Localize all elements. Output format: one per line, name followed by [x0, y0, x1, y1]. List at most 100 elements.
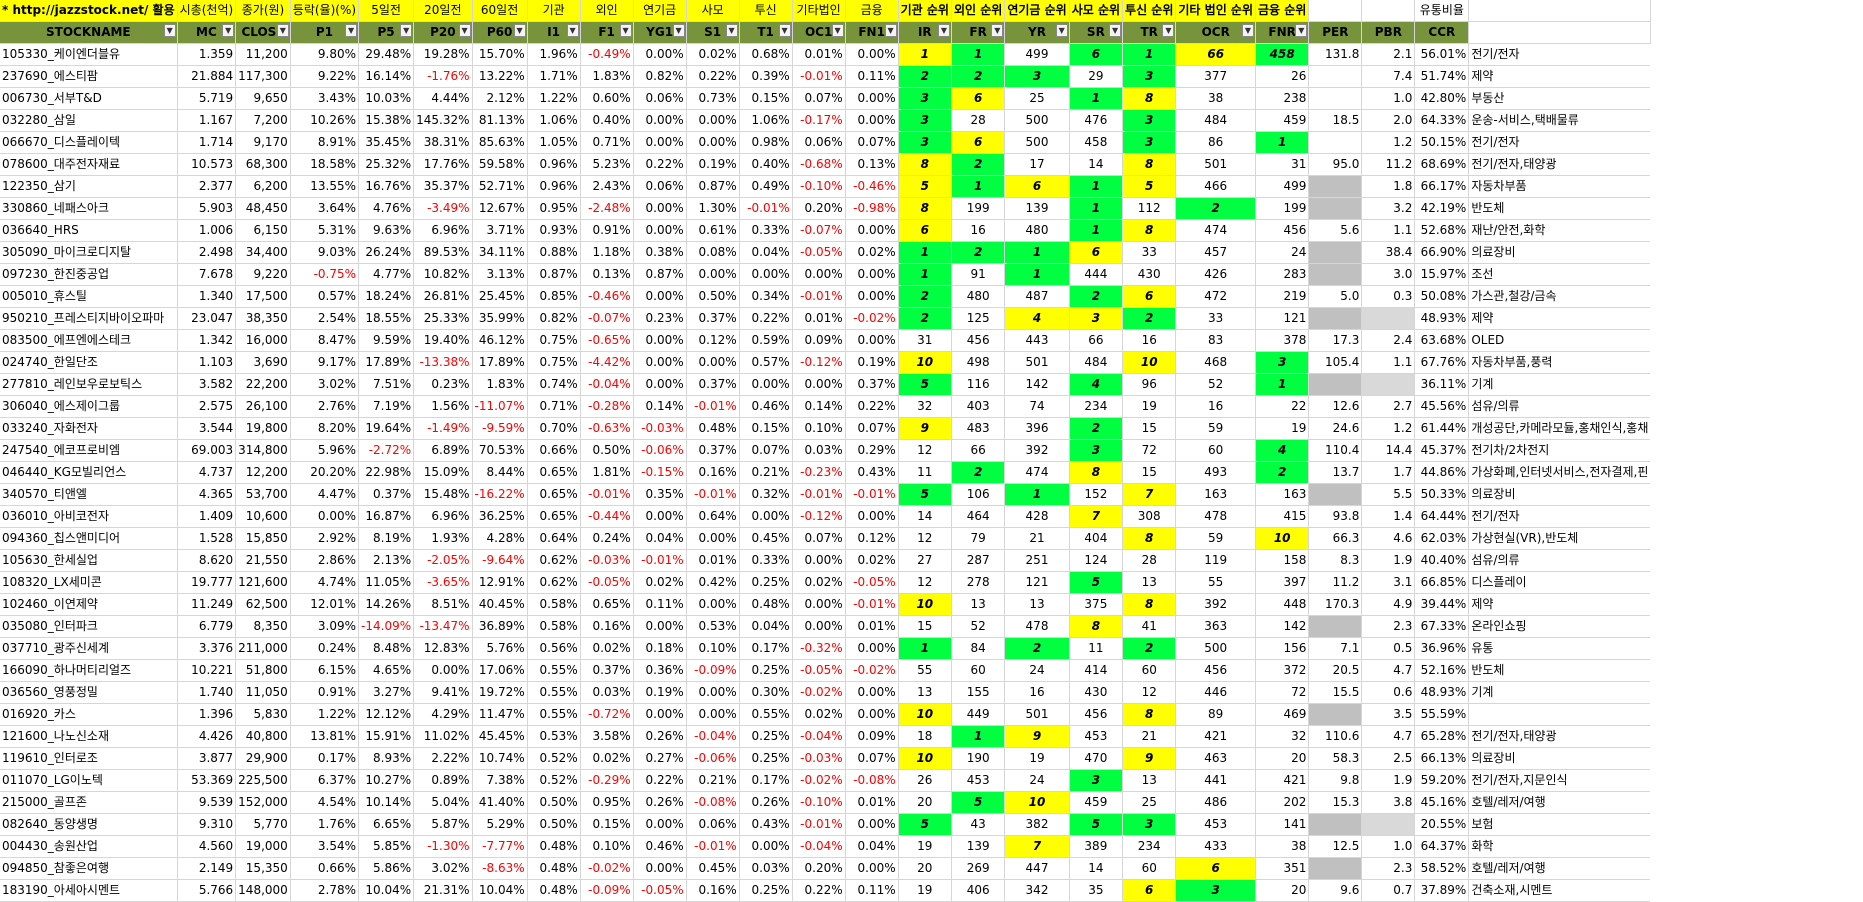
cell-p1[interactable]: 0.00% — [290, 505, 360, 528]
cell-p5[interactable]: 19.64% — [358, 417, 415, 440]
table-row[interactable]: 066670_디스플레이텍 1.714 9,170 8.91% 35.45% 38.31%… — [0, 131, 1651, 154]
cell-pbr[interactable]: 1.2 — [1361, 417, 1416, 440]
cell-s1[interactable]: 0.00% — [686, 351, 740, 374]
cell-rank[interactable]: 19 — [1122, 395, 1177, 418]
cell-rank[interactable]: 9 — [1004, 725, 1070, 748]
cell-ccr[interactable]: 45.16% — [1414, 791, 1470, 814]
cell-t1[interactable]: 0.57% — [739, 351, 793, 374]
cell-rank[interactable]: 8 — [1069, 461, 1124, 484]
cell-s1[interactable]: 0.00% — [686, 703, 740, 726]
table-row[interactable]: 215000_골프존 9.539 152,000 4.54% 10.14% 5.04% 41… — [0, 791, 1651, 814]
cell-p5[interactable]: 18.55% — [358, 307, 415, 330]
cell-rank[interactable]: 156 — [1255, 637, 1310, 660]
source-link[interactable]: * http://jazzstock.net/ 활용 — [0, 0, 178, 22]
cell-close[interactable]: 16,000 — [235, 329, 291, 352]
cell-p1[interactable]: -0.75% — [290, 263, 360, 286]
cell-rank[interactable]: 19 — [1004, 747, 1070, 770]
cell-stockname[interactable]: 033240_자화전자 — [0, 417, 178, 440]
cell-rank[interactable]: 1 — [1255, 373, 1310, 396]
cell-p20[interactable]: 17.76% — [413, 153, 473, 176]
cell-f1[interactable]: 1.81% — [580, 461, 634, 484]
cell-s1[interactable]: 0.02% — [686, 43, 740, 66]
cell-stockname[interactable]: 105630_한세실업 — [0, 549, 178, 572]
cell-mc[interactable]: 4.737 — [177, 461, 237, 484]
cell-p5[interactable]: 17.89% — [358, 351, 415, 374]
cell-p5[interactable]: 9.59% — [358, 329, 415, 352]
cell-oc1[interactable]: -0.03% — [792, 747, 846, 770]
cell-s1[interactable]: -0.01% — [686, 395, 740, 418]
cell-ccr[interactable]: 50.08% — [1414, 285, 1470, 308]
cell-per[interactable] — [1308, 813, 1363, 836]
cell-mc[interactable]: 2.498 — [177, 241, 237, 264]
cell-p60[interactable]: 59.58% — [472, 153, 528, 176]
cell-p1[interactable]: 2.86% — [290, 549, 360, 572]
cell-rank[interactable]: 472 — [1175, 285, 1256, 308]
cell-pbr[interactable]: 1.9 — [1361, 549, 1416, 572]
cell-p60[interactable]: 8.44% — [472, 461, 528, 484]
cell-rank[interactable]: 13 — [1122, 769, 1177, 792]
cell-sector[interactable]: 전기차/2차전지 — [1468, 439, 1651, 462]
cell-fn1[interactable]: -0.01% — [845, 483, 899, 506]
table-row[interactable]: 105630_한세실업 8.620 21,550 2.86% 2.13% -2.05% -9… — [0, 549, 1651, 572]
cell-pbr[interactable]: 1.1 — [1361, 351, 1416, 374]
cell-rank[interactable]: 457 — [1175, 241, 1256, 264]
cell-p1[interactable]: 0.57% — [290, 285, 360, 308]
cell-p5[interactable]: 10.14% — [358, 791, 415, 814]
table-row[interactable]: 006730_서부T&D 5.719 9,650 3.43% 10.03% 4.44% 2.… — [0, 87, 1651, 110]
cell-per[interactable]: 18.5 — [1308, 109, 1363, 132]
cell-ccr[interactable]: 67.33% — [1414, 615, 1470, 638]
cell-f1[interactable]: -0.01% — [580, 483, 634, 506]
cell-s1[interactable]: -0.01% — [686, 483, 740, 506]
cell-rank[interactable]: 8 — [1069, 615, 1124, 638]
cell-rank[interactable]: 9 — [898, 417, 952, 440]
cell-yg1[interactable]: 0.38% — [633, 241, 687, 264]
cell-yg1[interactable]: 0.18% — [633, 637, 687, 660]
cell-rank[interactable]: 430 — [1069, 681, 1124, 704]
table-row[interactable]: 033240_자화전자 3.544 19,800 8.20% 19.64% -1.49% -… — [0, 417, 1651, 440]
cell-per[interactable] — [1308, 87, 1363, 110]
cell-t1[interactable]: 0.25% — [739, 659, 793, 682]
cell-s1[interactable]: -0.04% — [686, 725, 740, 748]
cell-p20[interactable]: 89.53% — [413, 241, 473, 264]
cell-yg1[interactable]: 0.46% — [633, 835, 687, 858]
cell-rank[interactable]: 4 — [1255, 439, 1310, 462]
cell-p1[interactable]: 4.74% — [290, 571, 360, 594]
cell-i1[interactable]: 1.06% — [527, 109, 581, 132]
filter-dropdown-icon[interactable]: ▼ — [991, 24, 1004, 37]
cell-ccr[interactable]: 65.28% — [1414, 725, 1470, 748]
cell-fn1[interactable]: 0.01% — [845, 791, 899, 814]
cell-per[interactable]: 9.8 — [1308, 769, 1363, 792]
cell-oc1[interactable]: -0.01% — [792, 483, 846, 506]
cell-f1[interactable]: -0.04% — [580, 373, 634, 396]
cell-s1[interactable]: 0.00% — [686, 527, 740, 550]
cell-yg1[interactable]: 0.82% — [633, 65, 687, 88]
cell-yg1[interactable]: 0.06% — [633, 175, 687, 198]
cell-p20[interactable]: 3.02% — [413, 857, 473, 880]
cell-rank[interactable]: 441 — [1175, 769, 1256, 792]
cell-rank[interactable]: 31 — [1255, 153, 1310, 176]
cell-s1[interactable]: 0.64% — [686, 505, 740, 528]
cell-yg1[interactable]: -0.03% — [633, 417, 687, 440]
cell-f1[interactable]: 0.24% — [580, 527, 634, 550]
cell-rank[interactable]: 199 — [951, 197, 1006, 220]
cell-rank[interactable]: 7 — [1122, 483, 1177, 506]
cell-i1[interactable]: 0.55% — [527, 703, 581, 726]
cell-per[interactable]: 12.5 — [1308, 835, 1363, 858]
cell-t1[interactable]: 0.68% — [739, 43, 793, 66]
cell-p20[interactable]: -1.30% — [413, 835, 473, 858]
cell-pbr[interactable]: 1.7 — [1361, 461, 1416, 484]
cell-p1[interactable]: 13.55% — [290, 175, 360, 198]
cell-p1[interactable]: 4.54% — [290, 791, 360, 814]
cell-p60[interactable]: 17.89% — [472, 351, 528, 374]
cell-p60[interactable]: -11.07% — [472, 395, 528, 418]
cell-close[interactable]: 22,200 — [235, 373, 291, 396]
cell-oc1[interactable]: 0.09% — [792, 329, 846, 352]
cell-f1[interactable]: -0.65% — [580, 329, 634, 352]
cell-f1[interactable]: 0.40% — [580, 109, 634, 132]
cell-s1[interactable]: 0.22% — [686, 65, 740, 88]
table-row[interactable]: 105330_케이엔더블유 1.359 11,200 9.80% 29.48% 19.28… — [0, 43, 1651, 66]
cell-rank[interactable]: 1 — [1004, 263, 1070, 286]
table-row[interactable]: 036640_HRS 1.006 6,150 5.31% 9.63% 6.96% 3.71%… — [0, 219, 1651, 242]
cell-s1[interactable]: -0.09% — [686, 659, 740, 682]
table-row[interactable]: 037710_광주신세계 3.376 211,000 0.24% 8.48% 12.83%… — [0, 637, 1651, 660]
